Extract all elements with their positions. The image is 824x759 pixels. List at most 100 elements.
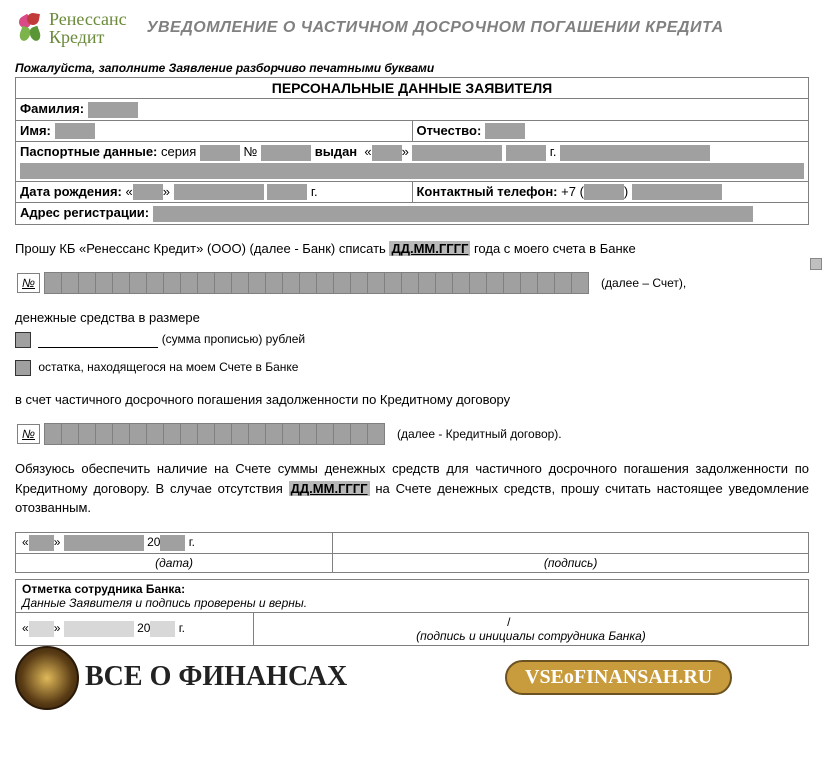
opt-balance-text: остатка, находящегося на моем Счете в Ба…	[38, 360, 298, 374]
label-surname: Фамилия:	[20, 101, 84, 116]
logo-text: Ренессанс Кредит	[49, 10, 127, 46]
watermark: ВСЕ О ФИНАНСАХ VSEoFINANSAH.RU	[15, 656, 809, 706]
account-cells[interactable]	[44, 272, 589, 294]
label-name: Имя:	[20, 123, 51, 138]
field-dob-d[interactable]	[133, 184, 163, 200]
y20: 20	[147, 535, 160, 549]
label-phone: Контактный телефон:	[417, 184, 558, 199]
field-name[interactable]	[55, 123, 95, 139]
p1-a: Прошу КБ «Ренессанс Кредит» (ООО) (далее…	[15, 241, 389, 256]
field-issued-y[interactable]	[506, 145, 546, 161]
para-amount: денежные средства в размере	[15, 308, 809, 328]
sig-month[interactable]	[64, 535, 144, 551]
field-issued-by2[interactable]	[20, 163, 804, 179]
sig-year[interactable]	[160, 535, 185, 551]
staff-month[interactable]	[64, 621, 134, 637]
field-dob-m[interactable]	[174, 184, 264, 200]
field-address[interactable]	[153, 206, 753, 222]
syg: г.	[179, 621, 185, 635]
scroll-indicator	[810, 258, 822, 270]
staff-day[interactable]	[29, 621, 54, 637]
checkbox-sum[interactable]	[15, 332, 31, 348]
label-dob: Дата рождения:	[20, 184, 122, 199]
para-oblige: Обязуюсь обеспечить наличие на Счете сум…	[15, 459, 809, 518]
field-patronymic[interactable]	[485, 123, 525, 139]
sq-close: »	[54, 621, 61, 635]
para-credit: в счет частичного досрочного погашения з…	[15, 390, 809, 410]
slash: /	[507, 615, 510, 629]
logo-flower-icon	[15, 13, 45, 43]
field-phone-code[interactable]	[584, 184, 624, 200]
field-surname[interactable]	[88, 102, 138, 118]
logo-line2: Кредит	[49, 27, 104, 47]
credit-cells[interactable]	[44, 423, 385, 445]
logo-line1: Ренессанс	[49, 9, 127, 29]
account-num-label: №	[17, 273, 40, 293]
option-sum: (сумма прописью) рублей	[15, 332, 809, 348]
staff-sign-cell: / (подпись и инициалы сотрудника Банка)	[253, 612, 808, 645]
row-passport: Паспортные данные: серия № выдан «» г.	[16, 142, 809, 182]
after-account: (далее – Счет),	[601, 276, 686, 290]
q-close: »	[54, 535, 61, 549]
fill-instruction: Пожалуйста, заполните Заявление разборчи…	[15, 61, 809, 75]
p1-b: года с моего счета в Банке	[474, 241, 636, 256]
sig-day[interactable]	[29, 535, 54, 551]
label-address: Адрес регистрации:	[20, 205, 149, 220]
row-surname: Фамилия:	[16, 99, 809, 121]
yg: г.	[189, 535, 195, 549]
sig-sign-cell[interactable]	[333, 532, 809, 553]
option-balance: остатка, находящегося на моем Счете в Ба…	[15, 360, 809, 376]
staff-header: Отметка сотрудника Банка:	[22, 582, 185, 596]
staff-cell: Отметка сотрудника Банка: Данные Заявите…	[16, 579, 809, 612]
field-series[interactable]	[200, 145, 240, 161]
label-year-g1: г.	[550, 144, 557, 159]
staff-year[interactable]	[150, 621, 175, 637]
field-phone-num[interactable]	[632, 184, 722, 200]
signature-table: « » 20 г. (дата) (подпись)	[15, 532, 809, 573]
header: Ренессанс Кредит УВЕДОМЛЕНИЕ О ЧАСТИЧНОМ…	[15, 10, 809, 46]
phone-prefix: +7	[561, 184, 576, 199]
label-year-g2: г.	[311, 184, 318, 199]
credit-number-row: № (далее - Кредитный договор).	[17, 423, 807, 445]
label-series: серия	[161, 144, 196, 159]
label-patronymic: Отчество:	[417, 123, 482, 138]
row-phone: Контактный телефон: +7 ()	[412, 181, 809, 203]
row-address: Адрес регистрации:	[16, 203, 809, 225]
after-credit: (далее - Кредитный договор).	[397, 427, 562, 441]
sig-date-label: (дата)	[16, 553, 333, 572]
section-header: ПЕРСОНАЛЬНЫЕ ДАННЫЕ ЗАЯВИТЕЛЯ	[16, 78, 809, 99]
sig-sign-label: (подпись)	[333, 553, 809, 572]
logo: Ренессанс Кредит	[15, 10, 127, 46]
q-open: «	[22, 535, 29, 549]
document-title: УВЕДОМЛЕНИЕ О ЧАСТИЧНОМ ДОСРОЧНОМ ПОГАШЕ…	[147, 19, 724, 37]
para-request: Прошу КБ «Ренессанс Кредит» (ООО) (далее…	[15, 239, 809, 259]
staff-verified: Данные Заявителя и подпись проверены и в…	[22, 596, 307, 610]
field-dob-y[interactable]	[267, 184, 307, 200]
row-name: Имя:	[16, 120, 413, 142]
date-placeholder-2: ДД.ММ.ГГГГ	[289, 481, 370, 496]
staff-date-cell: « » 20 г.	[16, 612, 254, 645]
watermark-text: ВСЕ О ФИНАНСАХ	[85, 661, 347, 693]
sq-open: «	[22, 621, 29, 635]
staff-table: Отметка сотрудника Банка: Данные Заявите…	[15, 579, 809, 646]
row-patronymic: Отчество:	[412, 120, 809, 142]
field-issued-m[interactable]	[412, 145, 502, 161]
staff-sign-label: (подпись и инициалы сотрудника Банка)	[260, 629, 802, 643]
sum-words: (сумма прописью) рублей	[162, 332, 305, 346]
label-num: №	[244, 144, 258, 159]
seal-icon	[15, 646, 79, 710]
sig-date-cell: « » 20 г.	[16, 532, 333, 553]
watermark-pill: VSEoFINANSAH.RU	[505, 660, 732, 695]
personal-data-table: ПЕРСОНАЛЬНЫЕ ДАННЫЕ ЗАЯВИТЕЛЯ Фамилия: И…	[15, 77, 809, 225]
date-placeholder-1: ДД.ММ.ГГГГ	[389, 241, 470, 256]
field-passnum[interactable]	[261, 145, 311, 161]
credit-num-label: №	[17, 424, 40, 444]
label-passport: Паспортные данные:	[20, 144, 157, 159]
checkbox-balance[interactable]	[15, 360, 31, 376]
sy20: 20	[137, 621, 150, 635]
field-issued-d[interactable]	[372, 145, 402, 161]
sum-blank[interactable]	[38, 333, 158, 348]
field-issued-by[interactable]	[560, 145, 710, 161]
account-number-row: № (далее – Счет),	[17, 272, 807, 294]
row-dob: Дата рождения: «» г.	[16, 181, 413, 203]
